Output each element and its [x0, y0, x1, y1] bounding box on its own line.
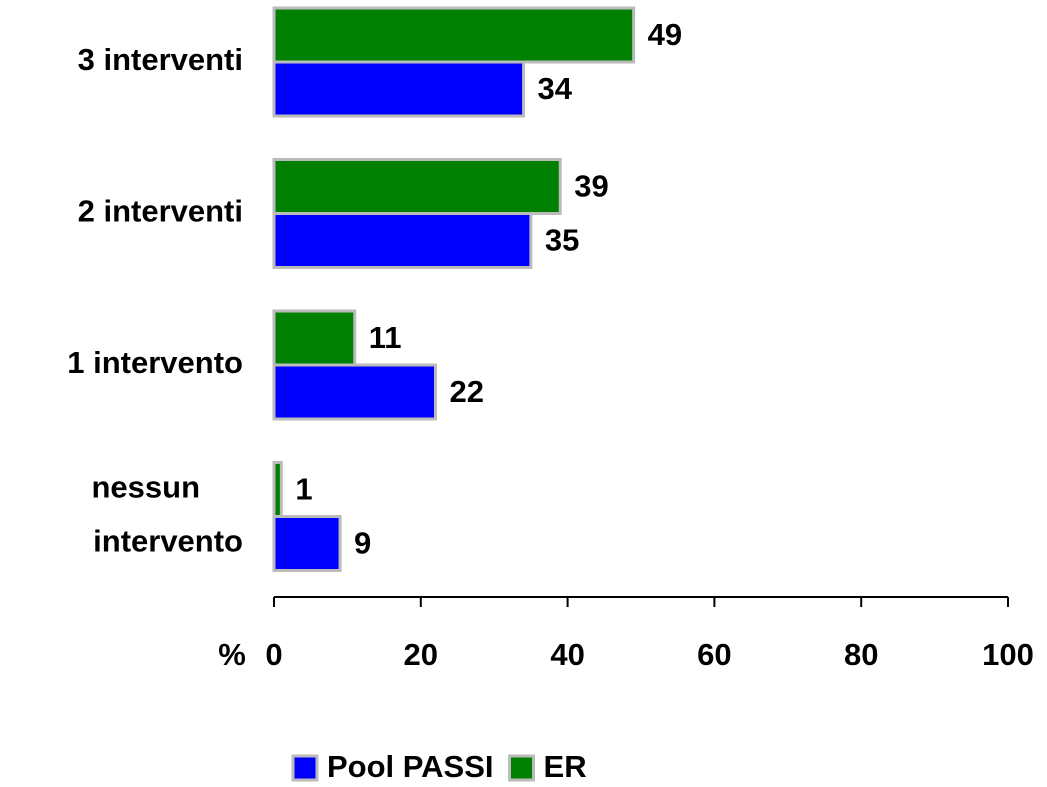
- legend-swatch: [508, 754, 536, 782]
- bar: [272, 212, 533, 269]
- bar: [272, 158, 562, 215]
- bar: [272, 60, 526, 118]
- value-label: 1: [295, 472, 312, 507]
- legend-label: ER: [544, 749, 587, 784]
- bar: [272, 461, 283, 518]
- x-tick-label: 40: [550, 637, 584, 672]
- value-label: 11: [369, 320, 402, 355]
- legend-swatch: [291, 754, 319, 782]
- category-label: nessun intervento: [91, 470, 243, 559]
- value-label: 22: [449, 374, 483, 409]
- bar: [272, 363, 437, 421]
- legend-label: Pool PASSI: [327, 749, 494, 784]
- category-label: 1 intervento: [67, 345, 243, 380]
- value-label: 9: [354, 526, 371, 561]
- x-axis-label: %: [218, 637, 246, 672]
- x-tick-label: 100: [982, 637, 1034, 672]
- category-label: 3 interventi: [78, 42, 243, 77]
- x-tick-label: 20: [404, 637, 438, 672]
- bar: [272, 515, 342, 572]
- value-label: 39: [574, 169, 608, 204]
- value-label: 35: [545, 223, 579, 258]
- category-label: 2 interventi: [78, 194, 243, 229]
- bar: [272, 309, 357, 367]
- value-label: 49: [648, 17, 682, 52]
- x-tick-label: 0: [265, 637, 282, 672]
- x-tick-label: 60: [697, 637, 731, 672]
- x-tick-label: 80: [844, 637, 878, 672]
- bar: [272, 6, 636, 64]
- value-label: 34: [538, 71, 573, 106]
